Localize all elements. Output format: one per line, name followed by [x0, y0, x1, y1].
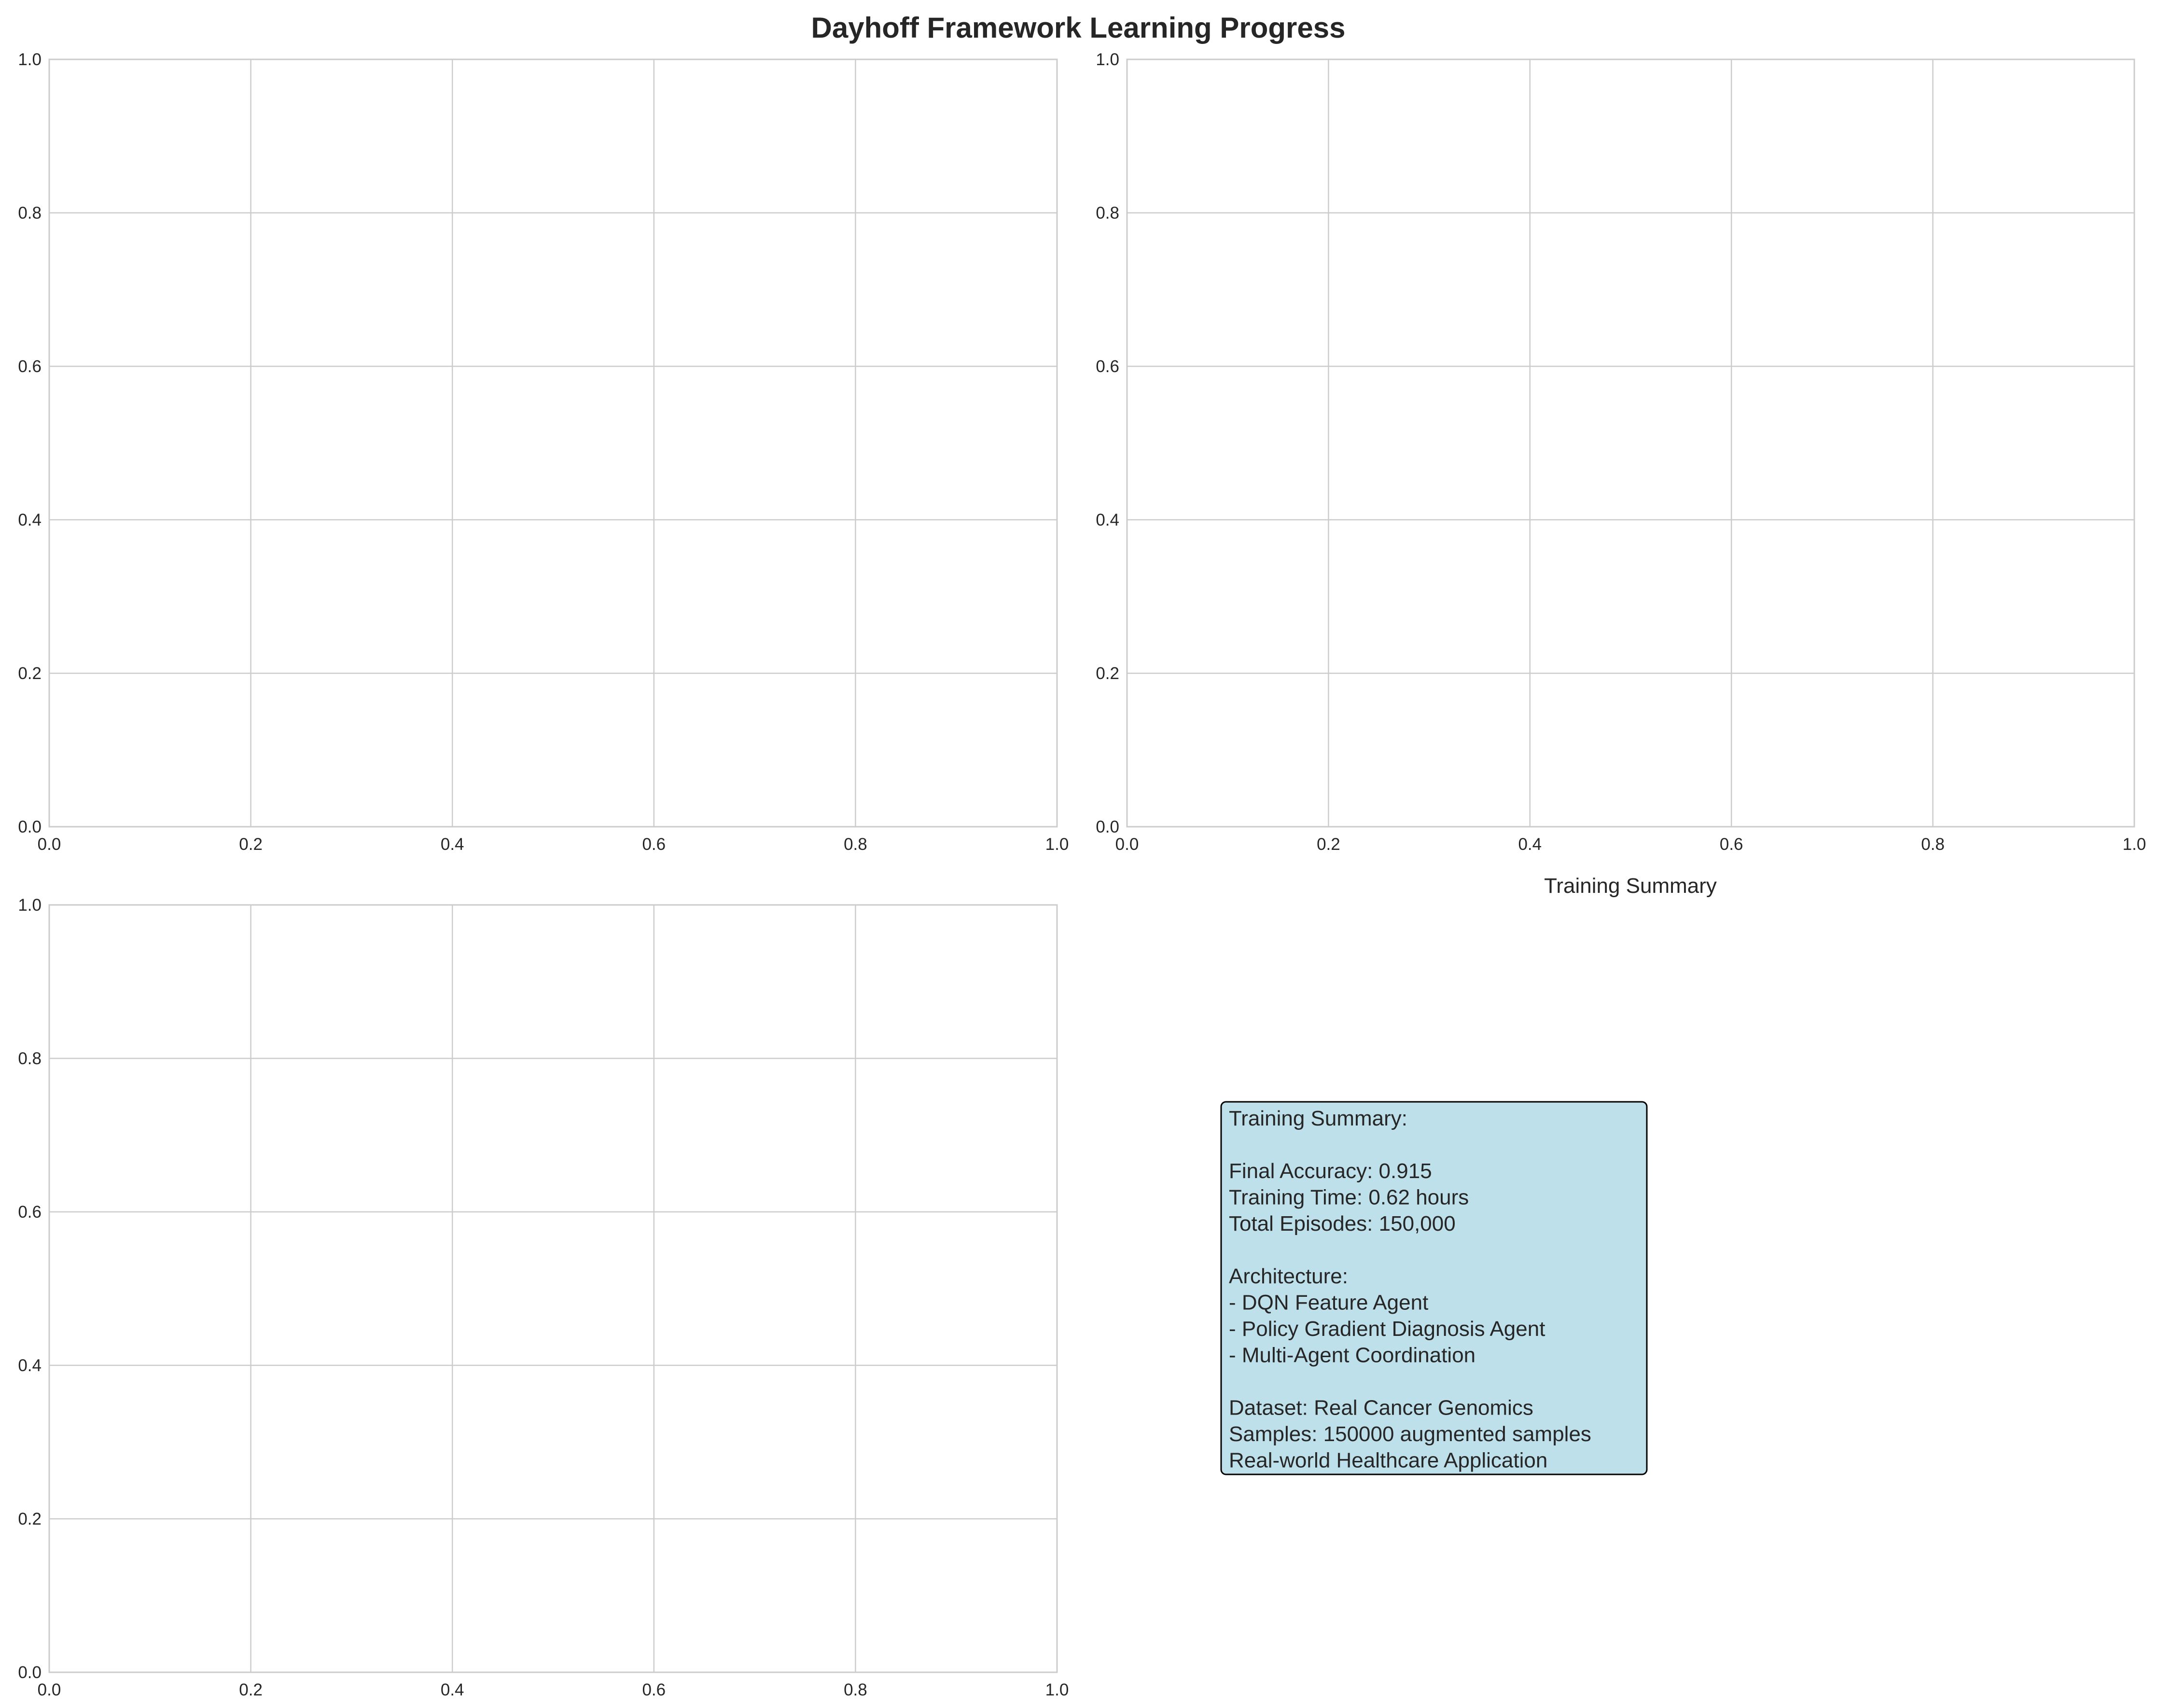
axes-frame — [1126, 58, 2135, 828]
plot-area — [49, 905, 1057, 1672]
axes-frame — [48, 58, 1058, 828]
y-tick-label: 0.4 — [1096, 511, 1119, 529]
x-tick-label: 0.4 — [441, 835, 464, 854]
summary-line: Total Episodes: 150,000 — [1229, 1212, 1456, 1236]
x-tick-label: 0.6 — [1720, 835, 1743, 854]
summary-line: Real-world Healthcare Application — [1229, 1449, 1547, 1472]
plot-area — [49, 59, 1057, 827]
axes-top-right: 0.0 0.2 0.4 0.6 0.8 1.0 0.0 0.2 0.4 0.6 0.8 1.0 — [1096, 50, 2146, 854]
summary-line: Dataset: Real Cancer Genomics — [1229, 1396, 1533, 1420]
x-tick-label: 0.2 — [239, 835, 263, 854]
y-tick-label: 0.6 — [18, 1203, 42, 1222]
summary-line: - DQN Feature Agent — [1229, 1291, 1428, 1315]
summary-line: Architecture: — [1229, 1264, 1348, 1288]
x-tick-label: 0.2 — [239, 1680, 263, 1699]
y-tick-label: 1.0 — [18, 896, 42, 915]
x-tick-label: 1.0 — [1045, 835, 1069, 854]
y-tick-label: 0.6 — [1096, 357, 1119, 376]
y-tick-label: 0.8 — [18, 1049, 42, 1068]
x-tick-label: 0.0 — [1115, 835, 1139, 854]
axes-frame — [48, 904, 1058, 1673]
y-tick-label: 0.2 — [18, 664, 42, 683]
y-tick-label: 0.4 — [18, 511, 42, 529]
x-tick-label: 0.4 — [1518, 835, 1542, 854]
y-tick-label: 0.6 — [18, 357, 42, 376]
y-tick-label: 1.0 — [18, 50, 42, 69]
y-tick-label: 0.0 — [18, 1663, 42, 1682]
summary-line: - Policy Gradient Diagnosis Agent — [1229, 1317, 1545, 1341]
x-tick-label: 0.0 — [38, 1680, 61, 1699]
x-tick-label: 0.8 — [844, 1680, 867, 1699]
y-tick-label: 0.8 — [1096, 204, 1119, 222]
y-tick-label: 0.8 — [18, 204, 42, 222]
figure-title: Dayhoff Framework Learning Progress — [811, 12, 1346, 44]
summary-line: Training Summary: — [1229, 1107, 1407, 1130]
summary-line: - Multi-Agent Coordination — [1229, 1344, 1475, 1367]
x-tick-label: 1.0 — [2123, 835, 2146, 854]
x-tick-label: 0.6 — [642, 835, 666, 854]
summary-box — [1220, 1101, 1648, 1475]
y-tick-label: 0.2 — [18, 1510, 42, 1528]
y-tick-label: 0.0 — [18, 818, 42, 836]
x-tick-label: 0.4 — [441, 1680, 464, 1699]
y-tick-label: 1.0 — [1096, 50, 1119, 69]
summary-panel: Training Summary Training Summary: Final… — [1220, 874, 1717, 1475]
summary-line: Samples: 150000 augmented samples — [1229, 1422, 1591, 1446]
y-tick-label: 0.0 — [1096, 818, 1119, 836]
x-tick-label: 0.8 — [844, 835, 867, 854]
axes-bottom-left: 0.0 0.2 0.4 0.6 0.8 1.0 0.0 0.2 0.4 0.6 0.8 1.0 — [18, 896, 1069, 1699]
summary-line: Final Accuracy: 0.915 — [1229, 1159, 1432, 1183]
y-tick-label: 0.4 — [18, 1356, 42, 1375]
y-tick-label: 0.2 — [1096, 664, 1119, 683]
x-tick-label: 0.2 — [1317, 835, 1340, 854]
summary-line — [1229, 1370, 1235, 1393]
summary-line: Training Time: 0.62 hours — [1229, 1186, 1469, 1209]
summary-text: Training Summary: Final Accuracy: 0.915 T… — [1229, 1107, 1591, 1472]
summary-line — [1229, 1133, 1235, 1157]
x-tick-label: 0.8 — [1921, 835, 1945, 854]
x-tick-label: 0.0 — [38, 835, 61, 854]
x-tick-label: 1.0 — [1045, 1680, 1069, 1699]
plot-area — [1127, 59, 2134, 827]
x-tick-label: 0.6 — [642, 1680, 666, 1699]
summary-line — [1229, 1238, 1235, 1262]
summary-panel-title: Training Summary — [1544, 874, 1717, 898]
axes-top-left: 0.0 0.2 0.4 0.6 0.8 1.0 0.0 0.2 0.4 0.6 0.8 1.0 — [18, 50, 1069, 854]
